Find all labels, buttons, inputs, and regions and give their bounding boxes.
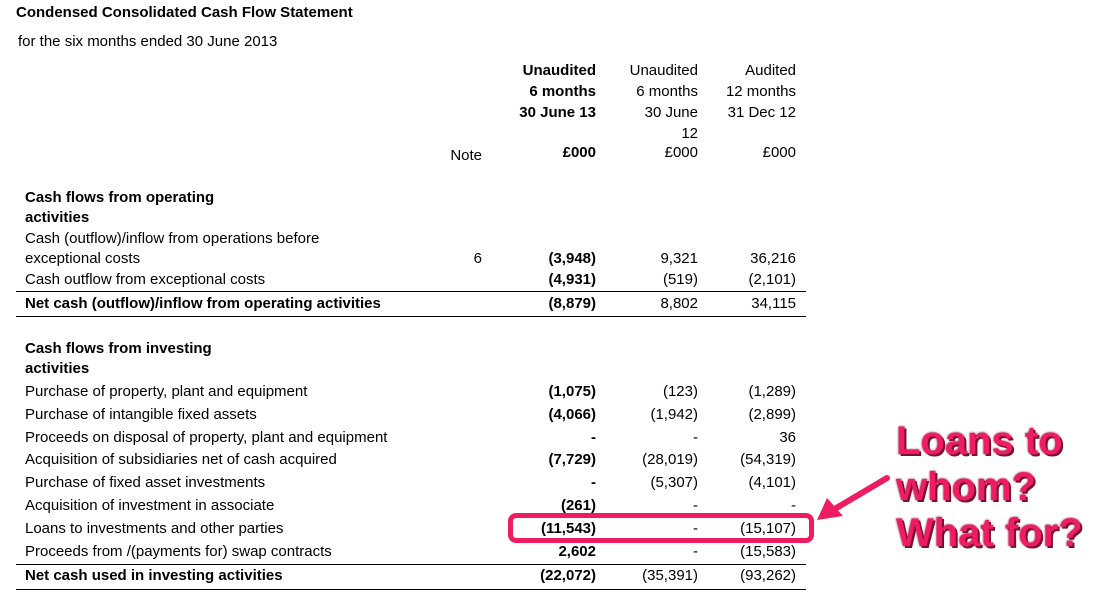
row-value-col1: (4,066) xyxy=(548,406,596,423)
row-label: Proceeds on disposal of property, plant … xyxy=(25,429,388,446)
row-value-col3: (15,583) xyxy=(740,543,796,560)
row-value-col2: - xyxy=(693,520,698,537)
row-value-col1: (3,948) xyxy=(548,250,596,267)
row-label: Net cash (outflow)/inflow from operating… xyxy=(25,295,381,312)
row-value-col1: - xyxy=(591,429,596,446)
annotation-callout: Loans to whom? What for? xyxy=(896,418,1096,556)
table-row: Proceeds from /(payments for) swap contr… xyxy=(0,543,820,565)
divider xyxy=(16,564,806,565)
table-row: Purchase of property, plant and equipmen… xyxy=(0,383,820,405)
divider xyxy=(16,316,806,317)
row-label: Purchase of fixed asset investments xyxy=(25,474,266,491)
operating-section-heading: Cash flows from operating xyxy=(25,189,215,206)
unit-label-col1: £000 xyxy=(562,144,596,161)
row-value-col1: (8,879) xyxy=(548,295,596,312)
row-value-col1: - xyxy=(591,474,596,491)
row-value-col2: (123) xyxy=(662,383,698,400)
loans-highlight-box xyxy=(508,513,814,543)
note-column-header: Note xyxy=(450,147,482,164)
row-value-col1: (7,729) xyxy=(548,451,596,468)
row-value-col1: (1,075) xyxy=(548,383,596,400)
row-label: Purchase of intangible fixed assets xyxy=(25,406,257,423)
row-label: Proceeds from /(payments for) swap contr… xyxy=(25,543,332,560)
row-value-col2: 9,321 xyxy=(660,250,698,267)
row-value-col3: (54,319) xyxy=(740,451,796,468)
row-value-col3: (93,262) xyxy=(740,567,796,584)
row-value-col3: (1,289) xyxy=(748,383,796,400)
row-value-col3: 36,216 xyxy=(750,250,796,267)
operating-section-heading-cont: activities xyxy=(25,209,90,226)
column-header-unaudited-2013: Unaudited 6 months 30 June 13 xyxy=(519,62,596,121)
row-label: Cash outflow from exceptional costs xyxy=(25,271,266,288)
row-label: Loans to investments and other parties xyxy=(25,520,284,537)
row-value-col1: 2,602 xyxy=(558,543,596,560)
row-note: 6 xyxy=(473,250,482,267)
annotation-line: whom? xyxy=(896,465,1036,509)
table-row: Acquisition of subsidiaries net of cash … xyxy=(0,451,820,473)
callout-arrow-icon xyxy=(817,475,890,520)
table-row: Purchase of intangible fixed assets (4,0… xyxy=(0,406,820,428)
row-value-col2: 8,802 xyxy=(660,295,698,312)
operating-total-row: Net cash (outflow)/inflow from operating… xyxy=(0,295,820,317)
row-value-col2: - xyxy=(693,497,698,514)
row-value-col1: (4,931) xyxy=(548,271,596,288)
unit-label-col2: £000 xyxy=(664,144,698,161)
row-label: Acquisition of subsidiaries net of cash … xyxy=(25,451,337,468)
annotation-line: What for? xyxy=(896,511,1083,555)
row-value-col2: (28,019) xyxy=(642,451,698,468)
investing-section-heading: Cash flows from investing xyxy=(25,340,212,357)
table-row-loans: Loans to investments and other parties (… xyxy=(0,520,820,542)
row-value-col3: 36 xyxy=(779,429,796,446)
table-row: Purchase of fixed asset investments - (5… xyxy=(0,474,820,496)
row-label: Net cash used in investing activities xyxy=(25,567,283,584)
row-value-col1: (22,072) xyxy=(540,567,596,584)
table-row: Cash outflow from exceptional costs (4,9… xyxy=(0,271,820,293)
row-value-col3: (15,107) xyxy=(740,520,796,537)
row-value-col2: - xyxy=(693,429,698,446)
unit-label-col3: £000 xyxy=(762,144,796,161)
row-label: Purchase of property, plant and equipmen… xyxy=(25,383,308,400)
column-header-unaudited-2012: Unaudited 6 months 30 June 12 xyxy=(629,62,698,142)
column-header-audited-2012: Audited 12 months 31 Dec 12 xyxy=(725,62,796,121)
row-value-col2: (5,307) xyxy=(650,474,698,491)
statement-period: for the six months ended 30 June 2013 xyxy=(18,33,278,50)
table-row: Acquisition of investment in associate (… xyxy=(0,497,820,519)
row-label: Cash (outflow)/inflow from operations be… xyxy=(25,230,320,247)
row-value-col3: (2,101) xyxy=(748,271,796,288)
row-value-col3: 34,115 xyxy=(751,295,796,312)
row-value-col2: - xyxy=(693,543,698,560)
investing-total-row: Net cash used in investing activities (2… xyxy=(0,567,820,589)
divider xyxy=(16,291,806,292)
row-value-col2: (35,391) xyxy=(642,567,698,584)
row-label-cont: exceptional costs xyxy=(25,250,141,267)
row-label: Acquisition of investment in associate xyxy=(25,497,275,514)
row-value-col1: (11,543) xyxy=(540,520,596,537)
row-value-col2: (1,942) xyxy=(650,406,698,423)
divider xyxy=(16,589,806,590)
investing-section-heading-cont: activities xyxy=(25,360,90,377)
table-row: Proceeds on disposal of property, plant … xyxy=(0,429,820,451)
statement-title: Condensed Consolidated Cash Flow Stateme… xyxy=(16,4,353,21)
row-value-col3: (4,101) xyxy=(748,474,796,491)
row-value-col1: (261) xyxy=(560,497,596,514)
table-row: Cash (outflow)/inflow from operations be… xyxy=(0,230,820,267)
annotation-line: Loans to xyxy=(896,419,1063,463)
row-value-col3: (2,899) xyxy=(748,406,796,423)
row-value-col2: (519) xyxy=(662,271,698,288)
row-value-col3: - xyxy=(791,497,796,514)
